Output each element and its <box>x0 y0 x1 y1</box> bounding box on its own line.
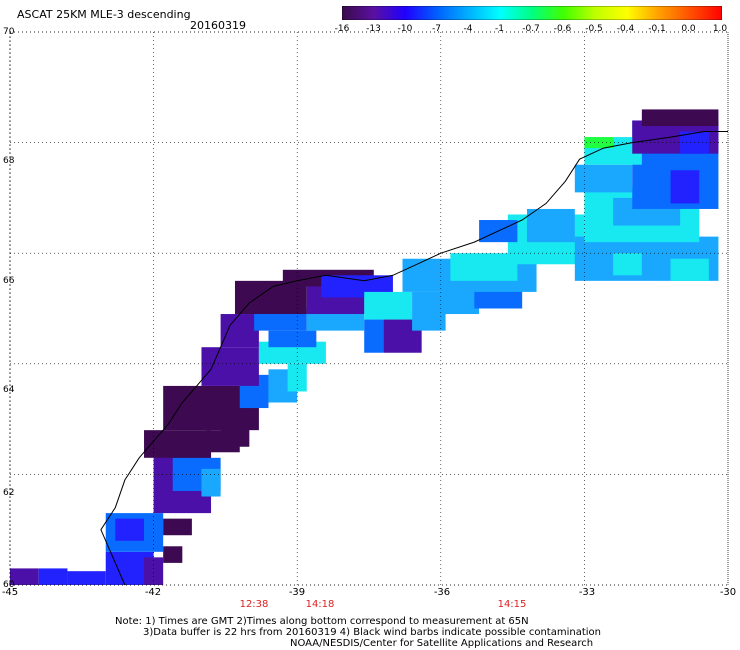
colorbar-tick-label: -0.5 <box>585 24 603 34</box>
map-date: 20160319 <box>190 19 246 32</box>
colorbar-tick-label: -1 <box>495 24 504 34</box>
lat-label-62: 62 <box>3 488 15 498</box>
data-cell <box>144 557 164 585</box>
data-cell <box>163 546 183 563</box>
data-cell <box>10 568 39 585</box>
data-cell <box>412 291 446 331</box>
colorbar-gradient <box>342 6 722 20</box>
lat-label-60: 60 <box>3 580 15 590</box>
lon-label-42: -42 <box>144 587 162 598</box>
data-cell <box>201 468 221 497</box>
time-label: 14:18 <box>305 599 335 610</box>
data-cell <box>115 518 145 541</box>
data-cell <box>230 408 245 425</box>
note-line-1: Note: 1) Times are GMT 2)Times along bot… <box>115 616 529 627</box>
data-cell <box>38 568 68 585</box>
colorbar-ticks: -16 -13 -10 -7 -4 -1 -0.7 -0.6 -0.5 -0.4 -0.1 0.0 1.… <box>330 24 735 36</box>
colorbar-tick-label: -4 <box>463 24 473 34</box>
time-label: 14:15 <box>497 599 527 610</box>
colorbar-tick-label: 1.0 <box>712 24 728 34</box>
data-cell <box>201 347 259 386</box>
colorbar-tick-label: -0.6 <box>553 24 572 34</box>
data-cell <box>670 170 700 204</box>
lon-label-45: -45 <box>1 587 19 598</box>
note-line-2: 3)Data buffer is 22 hrs from 20160319 4)… <box>143 627 601 638</box>
data-cell <box>67 571 106 585</box>
lon-label-30: -30 <box>719 587 737 598</box>
colorbar-tick-label: -16 <box>334 24 350 34</box>
data-cell <box>268 330 317 348</box>
data-cell <box>670 258 709 281</box>
lon-label-33: -33 <box>578 587 596 598</box>
colorbar-tick-label: -0.1 <box>648 24 666 34</box>
lat-label-66: 66 <box>3 276 15 286</box>
lon-label-36: -36 <box>433 587 451 598</box>
lon-label-39: -39 <box>288 587 306 598</box>
lat-label-64: 64 <box>3 385 15 395</box>
lat-label-68: 68 <box>3 156 15 166</box>
data-cell <box>641 109 719 127</box>
data-cell <box>163 518 192 536</box>
data-cell <box>364 291 413 320</box>
colorbar <box>342 6 722 20</box>
lat-label-70: 70 <box>3 27 15 37</box>
map-title: ASCAT 25KM MLE-3 descending <box>17 8 191 21</box>
time-label: 12:38 <box>239 599 269 610</box>
coastline <box>100 131 728 586</box>
note-line-3: NOAA/NESDIS/Center for Satellite Applica… <box>290 638 594 649</box>
colorbar-tick-label: 0.0 <box>681 24 696 34</box>
data-cell <box>220 314 259 348</box>
colorbar-tick-label: -0.4 <box>616 24 635 34</box>
data-cell <box>574 164 633 193</box>
colorbar-tick-label: -0.7 <box>522 24 540 34</box>
data-cell <box>287 363 307 392</box>
data-cell <box>364 319 384 353</box>
data-cell <box>526 208 575 243</box>
colorbar-tick-label: -7 <box>432 24 441 34</box>
data-cell <box>613 253 642 276</box>
colorbar-tick-label: -10 <box>397 24 413 34</box>
colorbar-tick-label: -13 <box>366 24 381 34</box>
data-cell <box>144 430 212 458</box>
data-cell <box>450 253 518 281</box>
